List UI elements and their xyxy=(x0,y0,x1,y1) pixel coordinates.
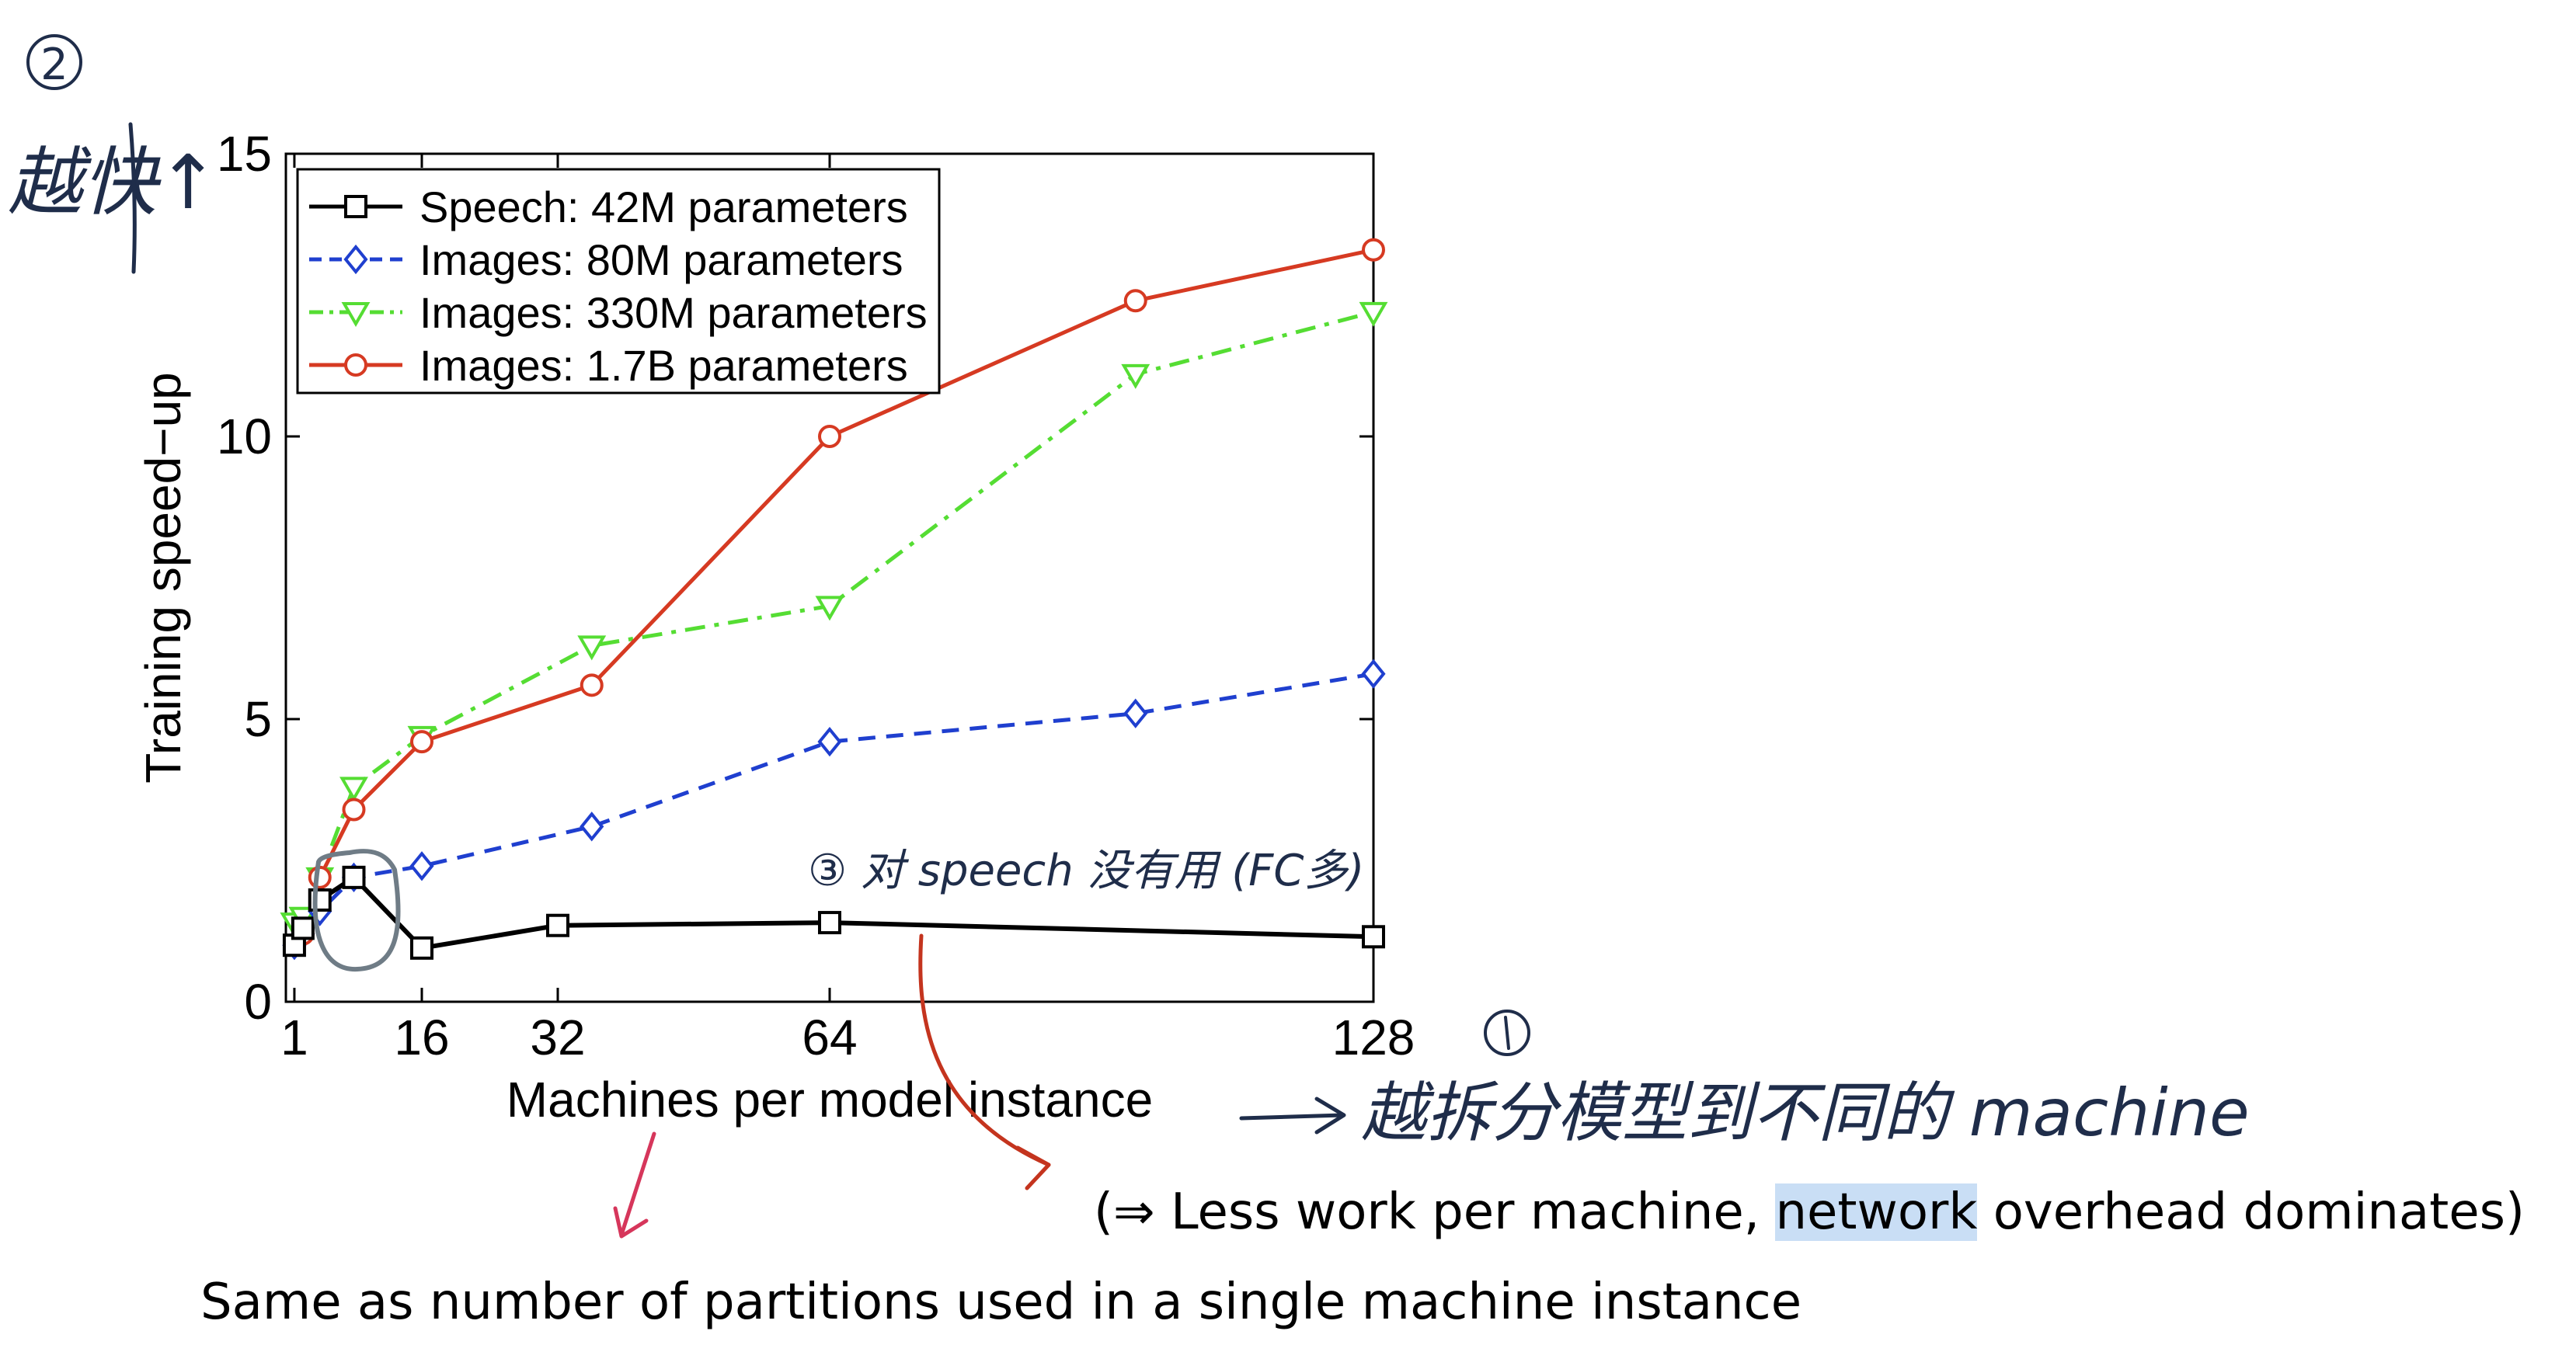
overhead-note-open: (⇒ Less work per machine, xyxy=(1094,1183,1760,1241)
data-point xyxy=(410,730,433,754)
faster-arrow-stroke xyxy=(128,122,137,274)
data-point xyxy=(1123,698,1148,728)
y-axis-label: Training speed−up xyxy=(135,372,191,784)
data-point xyxy=(817,726,842,757)
x-axis-label: Machines per model instance xyxy=(506,1072,1153,1128)
circled-2-digit: 2 xyxy=(40,40,68,90)
x-tick-label: 128 xyxy=(1332,1010,1415,1065)
legend-marker xyxy=(344,195,367,218)
overhead-note-close: overhead dominates) xyxy=(1993,1183,2525,1241)
speech-note: ③ 对 speech 没有用 (FC多) xyxy=(808,846,1364,896)
legend-marker xyxy=(344,353,367,377)
data-point xyxy=(1359,301,1388,327)
x-tick-label: 1 xyxy=(280,1010,308,1065)
data-point xyxy=(291,916,315,940)
data-point xyxy=(815,596,844,621)
y-tick-label: 5 xyxy=(244,691,272,747)
data-point xyxy=(1362,925,1385,949)
y-tick-label: 10 xyxy=(217,408,272,464)
data-point xyxy=(580,812,604,842)
partition-note: 越拆分模型到不同的 machine xyxy=(1361,1075,2250,1151)
data-point xyxy=(580,673,604,697)
legend-label: Speech: 42M parameters xyxy=(419,182,908,231)
legend-label: Images: 1.7B parameters xyxy=(419,341,908,390)
legend-label: Images: 80M parameters xyxy=(419,235,903,284)
speech-peak-loop xyxy=(312,849,401,972)
data-point xyxy=(1361,659,1386,689)
y-tick-label: 0 xyxy=(244,974,272,1030)
data-point xyxy=(308,865,332,889)
partitions-arrowhead xyxy=(613,1206,649,1239)
data-point xyxy=(410,936,433,960)
y-axis: 0 5 10 15 xyxy=(217,126,1373,1030)
partitions-arrow xyxy=(619,1131,656,1237)
circled-1-stroke xyxy=(1504,1016,1510,1050)
overhead-note-highlight: network xyxy=(1775,1183,1978,1241)
x-axis: 1 16 32 64 128 xyxy=(280,154,1415,1065)
data-point xyxy=(1362,238,1385,262)
x-tick-label: 64 xyxy=(802,1010,857,1065)
data-point xyxy=(409,851,434,881)
partitions-note: Same as number of partitions used in a s… xyxy=(200,1274,1802,1331)
data-point xyxy=(818,425,841,448)
speech-to-overhead-arrow xyxy=(918,933,1051,1167)
marker-layer xyxy=(280,238,1388,961)
overhead-note: (⇒ Less work per machine, network overhe… xyxy=(1094,1183,2525,1241)
data-point xyxy=(577,635,607,661)
data-point xyxy=(342,798,366,822)
legend-marker xyxy=(343,244,368,275)
legend-label: Images: 330M parameters xyxy=(419,288,928,337)
partition-arrow xyxy=(1239,1113,1345,1121)
data-point xyxy=(818,911,841,935)
data-point xyxy=(339,777,368,802)
data-point xyxy=(342,865,366,889)
circled-2-ring xyxy=(26,34,82,90)
x-tick-label: 32 xyxy=(530,1010,585,1065)
legend-marker xyxy=(341,302,371,328)
legend-box xyxy=(296,168,941,394)
data-point xyxy=(546,913,569,937)
series-line xyxy=(292,672,1373,947)
y-tick-label: 15 xyxy=(217,126,272,182)
partition-arrowhead xyxy=(1314,1097,1346,1135)
data-point xyxy=(1121,363,1150,389)
x-tick-label: 16 xyxy=(394,1010,449,1065)
circled-1-ring xyxy=(1484,1010,1530,1056)
data-point xyxy=(1123,289,1147,313)
speech-to-overhead-arrowhead xyxy=(1015,1145,1051,1190)
faster-note: 越快↑ xyxy=(8,139,219,226)
